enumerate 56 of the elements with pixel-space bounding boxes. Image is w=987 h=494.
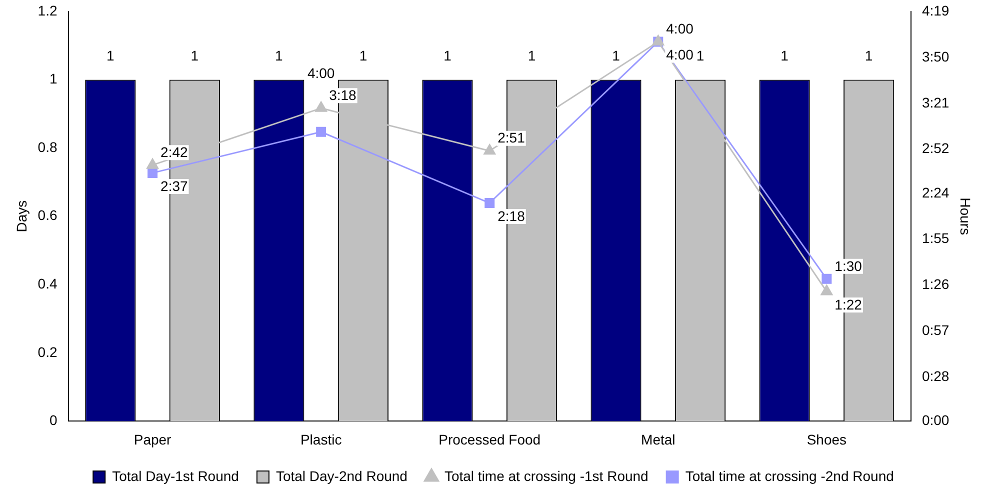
x-tick-label: Plastic <box>300 431 342 448</box>
data-label: 1 <box>864 48 873 64</box>
point <box>148 168 158 178</box>
legend-label: Total Day-1st Round <box>112 468 239 484</box>
data-label: 2:18 <box>498 208 526 224</box>
y2-tick-label: 1:55 <box>922 230 950 246</box>
y-tick-label: 0.4 <box>38 275 58 292</box>
point <box>315 101 328 112</box>
y2-tick-label: 2:52 <box>922 140 950 156</box>
y2-tick-label: 0:28 <box>922 368 950 384</box>
y2-tick-label: 3:50 <box>922 48 950 64</box>
y-tick-label: 0.6 <box>38 207 58 224</box>
x-tick-label: Metal <box>641 431 676 448</box>
data-label: 1 <box>696 48 704 64</box>
y2-tick-label: 0:57 <box>922 322 950 338</box>
data-label: 4:00 <box>666 20 694 37</box>
annotation: 4:00 <box>307 65 335 82</box>
x-tick-label: Paper <box>134 431 172 448</box>
y2-axis-title: Hours <box>958 198 974 235</box>
legend-label: Total time at crossing -1st Round <box>444 468 648 484</box>
point <box>820 284 833 296</box>
data-label: 1 <box>359 48 368 64</box>
x-tick-label: Processed Food <box>438 431 541 448</box>
y2-tick-label: 1:26 <box>922 276 950 292</box>
y-axis-title: Days <box>13 200 30 232</box>
data-label: 1 <box>612 48 620 64</box>
y-tick-label: 1 <box>49 70 58 87</box>
data-label: 1 <box>275 48 284 64</box>
data-label: 1:30 <box>834 258 862 274</box>
data-label: 1:22 <box>834 296 862 312</box>
y2-tick-label: 3:21 <box>922 94 950 110</box>
data-label: 1 <box>780 48 789 64</box>
data-label: 4:00 <box>666 46 694 63</box>
point <box>146 158 158 169</box>
point <box>484 144 496 155</box>
data-label: 1 <box>528 48 536 64</box>
y-tick-label: 0.2 <box>38 344 58 360</box>
x-tick-label: Shoes <box>806 431 847 448</box>
y-tick-label: 1.2 <box>38 2 58 18</box>
data-label: 2:37 <box>160 178 188 194</box>
data-label: 1 <box>106 48 114 64</box>
data-label: 1 <box>444 48 452 64</box>
y-tick-label: 0.8 <box>38 138 58 155</box>
y-tick-label: 0 <box>49 412 58 428</box>
data-label: 2:51 <box>498 130 526 146</box>
legend-label: Total Day-2nd Round <box>276 468 408 484</box>
point <box>316 126 326 137</box>
point <box>484 198 495 208</box>
point <box>822 274 832 284</box>
y2-tick-label: 4:19 <box>922 2 950 19</box>
y2-tick-label: 2:24 <box>922 184 950 200</box>
legend-label: Total time at crossing -2nd Round <box>685 468 894 484</box>
data-label: 3:18 <box>329 87 357 104</box>
y2-tick-label: 0:00 <box>922 412 950 428</box>
data-label: 1 <box>190 48 199 64</box>
data-label: 2:42 <box>160 144 188 160</box>
